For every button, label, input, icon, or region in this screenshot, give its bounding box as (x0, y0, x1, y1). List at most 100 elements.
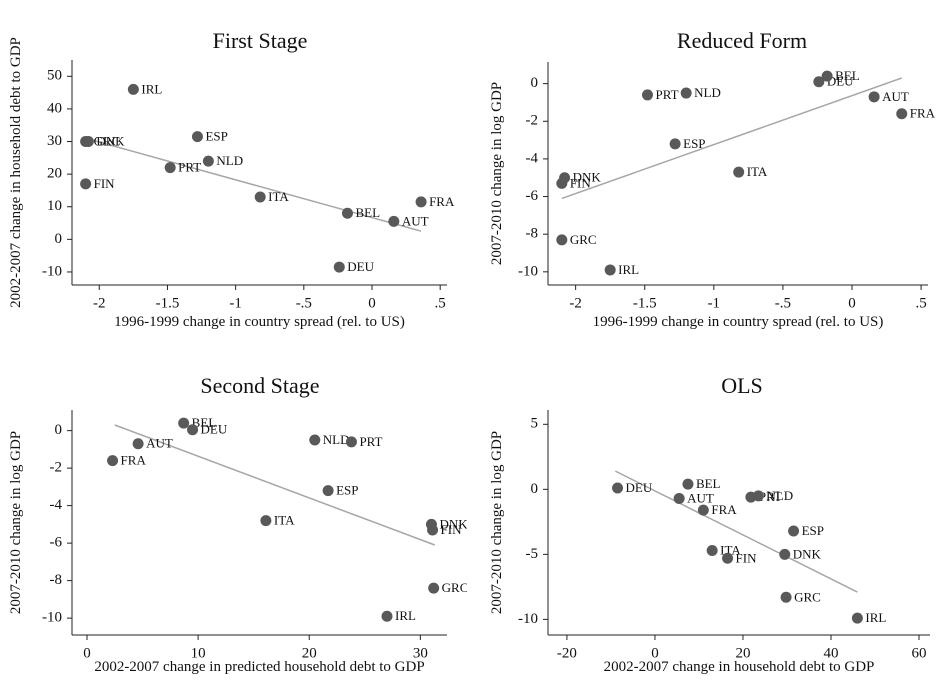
point-label: IRL (141, 81, 162, 96)
point (733, 166, 745, 178)
point (309, 434, 321, 446)
x-axis-title: 1996-1999 change in country spread (rel.… (114, 314, 405, 330)
point (851, 612, 863, 624)
point-label: FIN (94, 176, 116, 191)
point-label: BEL (696, 476, 721, 491)
y-tick-label: 0 (55, 231, 63, 247)
point-label: DEU (347, 259, 374, 274)
y-tick-label: -6 (526, 188, 539, 204)
point (178, 417, 190, 429)
point-label: GRC (794, 589, 821, 604)
point-label: DEU (201, 422, 228, 437)
fit-line (85, 137, 422, 232)
point-label: NLD (216, 153, 243, 168)
y-tick-label: 50 (47, 68, 62, 84)
point (427, 524, 439, 536)
point (669, 138, 681, 150)
point-label: AUT (882, 89, 909, 104)
point-label: DEU (626, 480, 653, 495)
y-tick-label: -4 (526, 150, 539, 166)
fit-line (114, 424, 436, 546)
point-label: FRA (121, 453, 147, 468)
point (428, 582, 440, 594)
point-label: NLD (694, 85, 721, 100)
x-tick-label: 60 (911, 645, 926, 661)
point (868, 91, 880, 103)
point (388, 215, 400, 227)
point-label: IRL (865, 610, 886, 625)
panel-title: First Stage (213, 28, 308, 53)
point-label: PRT (359, 434, 382, 449)
point-label: NLD (766, 488, 793, 503)
point-label: AUT (687, 490, 714, 505)
point (682, 478, 694, 490)
point-label: PRT (655, 87, 678, 102)
x-tick-label: -2 (93, 295, 106, 311)
point (202, 155, 214, 167)
y-tick-label: -10 (42, 610, 62, 626)
x-tick-label: 20 (302, 645, 317, 661)
panel: Second Stage 2002-2007 change in predicte… (8, 373, 467, 675)
point (706, 544, 718, 556)
point-label: ITA (747, 164, 768, 179)
y-tick-label: -2 (50, 460, 63, 476)
y-tick-label: -6 (50, 535, 63, 551)
fit-line (561, 77, 902, 200)
point-label: FRA (429, 194, 455, 209)
point (813, 76, 825, 88)
point (779, 548, 791, 560)
point (752, 490, 764, 502)
point-label: ITA (268, 189, 289, 204)
y-tick-label: 0 (531, 75, 539, 91)
y-tick-label: -10 (518, 611, 538, 627)
x-tick-label: 0 (651, 645, 659, 661)
y-tick-label: 0 (531, 481, 539, 497)
y-tick-label: 5 (531, 416, 539, 432)
point (260, 515, 272, 527)
point-label: AUT (146, 436, 173, 451)
y-axis-title: 2007-2010 change in log GDP (8, 431, 24, 614)
panel: OLS 2002-2007 change in household debt to… (489, 373, 930, 675)
panel: First Stage 1996-1999 change in country s… (8, 28, 455, 330)
x-tick-label: .5 (915, 295, 926, 311)
point (641, 89, 653, 101)
point-label: DNK (793, 546, 822, 561)
x-axis-title: 1996-1999 change in country spread (rel.… (593, 314, 884, 330)
x-tick-label: -2 (569, 295, 582, 311)
point (254, 191, 266, 203)
point-label: FRA (711, 502, 737, 517)
point (82, 136, 94, 148)
point (191, 131, 203, 143)
y-tick-label: -5 (526, 546, 539, 562)
point (697, 504, 709, 516)
x-tick-label: -1 (229, 295, 242, 311)
point-label: ESP (683, 136, 705, 151)
point (132, 438, 144, 450)
point (604, 264, 616, 276)
x-tick-label: 0 (368, 295, 376, 311)
point-label: BEL (192, 415, 217, 430)
x-tick-label: -20 (557, 645, 577, 661)
x-axis-title: 2002-2007 change in predicted household … (94, 659, 424, 675)
y-tick-label: -8 (50, 572, 63, 588)
y-tick-label: 0 (55, 422, 63, 438)
point-label: ESP (205, 129, 227, 144)
point (164, 162, 176, 174)
point (673, 492, 685, 504)
point-label: FIN (570, 175, 592, 190)
point (556, 177, 568, 189)
point-label: ESP (802, 523, 824, 538)
point-label: BEL (355, 205, 380, 220)
point (821, 70, 833, 82)
point (680, 87, 692, 99)
x-tick-label: 40 (823, 645, 838, 661)
x-tick-label: 0 (83, 645, 91, 661)
point (788, 525, 800, 537)
point (722, 552, 734, 564)
point-label: PRT (759, 489, 782, 504)
x-tick-label: 20 (735, 645, 750, 661)
